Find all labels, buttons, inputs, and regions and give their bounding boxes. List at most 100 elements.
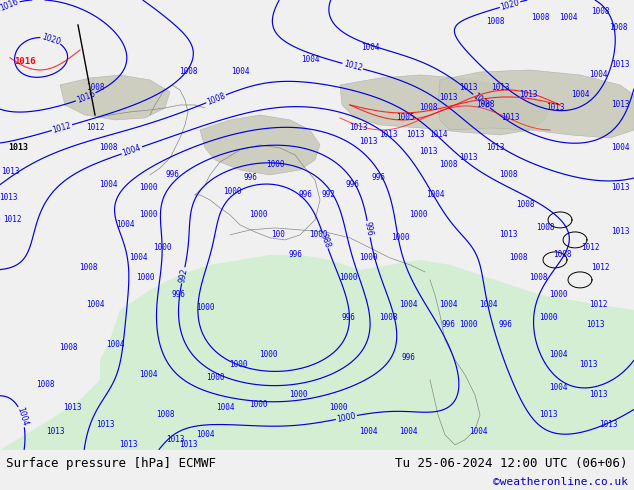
Text: 1008: 1008 — [59, 343, 77, 352]
Text: 1013: 1013 — [586, 320, 604, 329]
Text: 1013: 1013 — [611, 227, 630, 236]
Text: 1013: 1013 — [119, 441, 137, 449]
Text: 1013: 1013 — [179, 441, 197, 449]
Text: 1004: 1004 — [426, 191, 444, 199]
Text: 1016: 1016 — [14, 57, 36, 67]
Text: 1013: 1013 — [8, 144, 28, 152]
Text: 1013: 1013 — [598, 420, 618, 429]
Text: 1000: 1000 — [329, 403, 347, 413]
Text: 1008: 1008 — [515, 200, 534, 209]
Text: 1012: 1012 — [3, 216, 22, 224]
Text: 992: 992 — [178, 268, 189, 283]
Text: 996: 996 — [371, 173, 385, 182]
Text: 996: 996 — [243, 173, 257, 182]
Text: 1004: 1004 — [611, 144, 630, 152]
Text: 1008: 1008 — [418, 103, 437, 113]
Text: 1013: 1013 — [1, 168, 19, 176]
Text: 1004: 1004 — [479, 300, 497, 309]
Text: 1012: 1012 — [86, 123, 104, 132]
Text: 1004: 1004 — [589, 71, 607, 79]
Text: 996: 996 — [165, 171, 179, 179]
Text: 1004: 1004 — [571, 91, 589, 99]
Text: 1008: 1008 — [486, 18, 504, 26]
Text: 1008: 1008 — [536, 223, 554, 232]
Text: 1013: 1013 — [519, 91, 537, 99]
Text: 1013: 1013 — [439, 94, 457, 102]
Text: 1004: 1004 — [231, 68, 249, 76]
Text: 1013: 1013 — [349, 123, 367, 132]
Text: 1004: 1004 — [399, 300, 417, 309]
Text: 1016: 1016 — [0, 0, 20, 13]
Text: 1008: 1008 — [79, 264, 97, 272]
Text: 1013: 1013 — [611, 183, 630, 193]
Text: 988: 988 — [319, 232, 332, 249]
Text: 1000: 1000 — [309, 230, 327, 240]
Text: 996: 996 — [498, 320, 512, 329]
Text: 1008: 1008 — [205, 91, 227, 106]
Text: 1005: 1005 — [396, 114, 414, 122]
Text: 1013: 1013 — [459, 153, 477, 163]
Text: 1000: 1000 — [196, 303, 214, 313]
Text: 1000: 1000 — [549, 291, 567, 299]
Text: 1004: 1004 — [139, 370, 157, 379]
Text: 1000: 1000 — [409, 210, 427, 220]
Text: 1013: 1013 — [579, 360, 597, 369]
Text: 1000: 1000 — [288, 391, 307, 399]
Text: 1008: 1008 — [499, 171, 517, 179]
Text: 1004: 1004 — [439, 300, 457, 309]
Text: 1008: 1008 — [476, 100, 495, 109]
Text: 1013: 1013 — [406, 130, 424, 140]
Text: 1004: 1004 — [549, 350, 567, 359]
Text: 1012: 1012 — [591, 264, 609, 272]
Text: 1004: 1004 — [549, 383, 567, 392]
Text: 1000: 1000 — [539, 314, 557, 322]
Text: 1013: 1013 — [486, 144, 504, 152]
Text: 1004: 1004 — [15, 406, 29, 427]
Text: 1013: 1013 — [589, 391, 607, 399]
Text: 1008: 1008 — [553, 250, 571, 259]
Text: 1004: 1004 — [86, 300, 104, 309]
Text: 1008: 1008 — [156, 410, 174, 419]
Text: 1004: 1004 — [121, 143, 143, 158]
Text: 1000: 1000 — [223, 187, 242, 196]
Text: 1013: 1013 — [165, 435, 184, 444]
Text: 1014: 1014 — [429, 130, 447, 140]
Text: 996: 996 — [341, 314, 355, 322]
Text: 1000: 1000 — [259, 350, 277, 359]
Text: 1008: 1008 — [86, 83, 104, 93]
Text: 1000: 1000 — [336, 411, 357, 424]
Text: 1013: 1013 — [46, 427, 64, 436]
Text: 1004: 1004 — [361, 44, 379, 52]
Text: 1000: 1000 — [139, 183, 157, 193]
Text: 1008: 1008 — [179, 68, 197, 76]
Text: 1013: 1013 — [546, 103, 564, 113]
Text: 996: 996 — [441, 320, 455, 329]
Text: 996: 996 — [171, 291, 185, 299]
Text: 1004: 1004 — [359, 427, 377, 436]
Text: 992: 992 — [321, 191, 335, 199]
Text: 1000: 1000 — [339, 273, 357, 282]
Text: 1013: 1013 — [611, 60, 630, 70]
Text: 1012: 1012 — [589, 300, 607, 309]
Text: 996: 996 — [345, 180, 359, 190]
Text: 1004: 1004 — [301, 55, 320, 65]
Text: 1008: 1008 — [378, 314, 398, 322]
Text: 1013: 1013 — [63, 403, 81, 413]
Text: 1008: 1008 — [591, 7, 609, 17]
Text: 1004: 1004 — [116, 220, 134, 229]
Text: 996: 996 — [288, 250, 302, 259]
Text: 1013: 1013 — [491, 83, 509, 93]
Text: 1000: 1000 — [229, 360, 247, 369]
Text: 1016: 1016 — [471, 92, 492, 111]
Text: 1004: 1004 — [106, 341, 124, 349]
Text: 1004: 1004 — [196, 430, 214, 440]
Text: 996: 996 — [401, 353, 415, 363]
Text: Tu 25-06-2024 12:00 UTC (06+06): Tu 25-06-2024 12:00 UTC (06+06) — [395, 457, 628, 470]
Text: 1000: 1000 — [391, 233, 410, 243]
Text: 1008: 1008 — [99, 144, 117, 152]
Text: 1013: 1013 — [0, 194, 17, 202]
Text: Surface pressure [hPa] ECMWF: Surface pressure [hPa] ECMWF — [6, 457, 216, 470]
Text: 1013: 1013 — [96, 420, 114, 429]
Text: 1012: 1012 — [342, 59, 363, 73]
Text: 1012: 1012 — [581, 244, 599, 252]
